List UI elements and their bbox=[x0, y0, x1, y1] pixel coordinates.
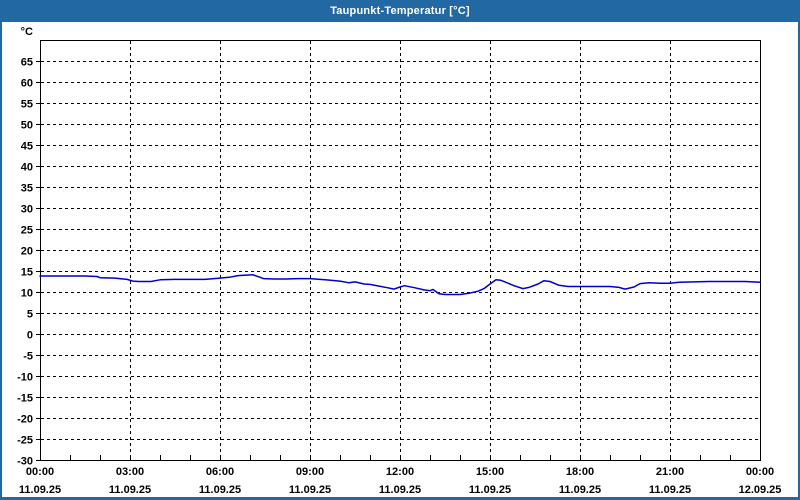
y-axis-unit-label: °C bbox=[21, 26, 33, 38]
x-tick-label-date: 11.09.25 bbox=[649, 484, 691, 496]
x-tick-label-date: 11.09.25 bbox=[199, 484, 241, 496]
y-tick-label: 60 bbox=[21, 78, 33, 90]
x-tick-label-time: 00:00 bbox=[746, 466, 774, 478]
y-tick-label: 5 bbox=[27, 309, 33, 321]
x-tick-label-date: 11.09.25 bbox=[559, 484, 601, 496]
dew-point-chart: 65605550454035302520151050-5-10-15-20-25… bbox=[17, 26, 782, 496]
x-tick-label-date: 11.09.25 bbox=[379, 484, 421, 496]
y-tick-label: 35 bbox=[21, 183, 33, 195]
x-tick-label-time: 21:00 bbox=[656, 466, 684, 478]
y-tick-label: 0 bbox=[27, 330, 33, 342]
x-tick-label-time: 15:00 bbox=[476, 466, 504, 478]
x-tick-label-date: 11.09.25 bbox=[469, 484, 511, 496]
x-tick-label-date: 11.09.25 bbox=[289, 484, 331, 496]
x-tick-label-time: 03:00 bbox=[116, 466, 144, 478]
y-tick-label: 30 bbox=[21, 204, 33, 216]
y-tick-label: 20 bbox=[21, 246, 33, 258]
y-tick-label: 50 bbox=[21, 120, 33, 132]
y-tick-label: 55 bbox=[21, 99, 33, 111]
x-tick-label-time: 00:00 bbox=[26, 466, 54, 478]
window-title: Taupunkt-Temperatur [°C] bbox=[330, 5, 470, 17]
title-bar: Taupunkt-Temperatur [°C] bbox=[0, 0, 800, 22]
chart-content: 65 60 55 50 45 40 35 30 25 20 15 10 5 0 -5 -10 -15 -20 -25… bbox=[2, 22, 798, 497]
x-tick-label-time: 12:00 bbox=[386, 466, 414, 478]
y-tick-label: 10 bbox=[21, 288, 33, 300]
x-tick-label-time: 18:00 bbox=[566, 466, 594, 478]
x-tick-label-date: 12.09.25 bbox=[739, 484, 782, 496]
y-tick-label: -25 bbox=[17, 435, 33, 447]
y-tick-label: 15 bbox=[21, 267, 33, 279]
y-tick-label: 40 bbox=[21, 162, 33, 174]
y-tick-label: 65 bbox=[21, 57, 33, 69]
y-tick-label: -15 bbox=[17, 393, 33, 405]
y-tick-label: 45 bbox=[21, 141, 33, 153]
y-tick-label: 25 bbox=[21, 225, 33, 237]
x-tick-label-date: 11.09.25 bbox=[19, 484, 61, 496]
data-line-taupunkt-temperatur bbox=[39, 274, 761, 296]
y-tick-label: -10 bbox=[17, 372, 33, 384]
x-tick-label-date: 11.09.25 bbox=[109, 484, 151, 496]
x-tick-label-time: 06:00 bbox=[206, 466, 234, 478]
y-tick-label: -20 bbox=[17, 414, 33, 426]
x-tick-label-time: 09:00 bbox=[296, 466, 324, 478]
y-tick-label: -5 bbox=[23, 351, 33, 363]
y-tick-label: -30 bbox=[17, 456, 33, 468]
plot-border bbox=[40, 40, 761, 461]
